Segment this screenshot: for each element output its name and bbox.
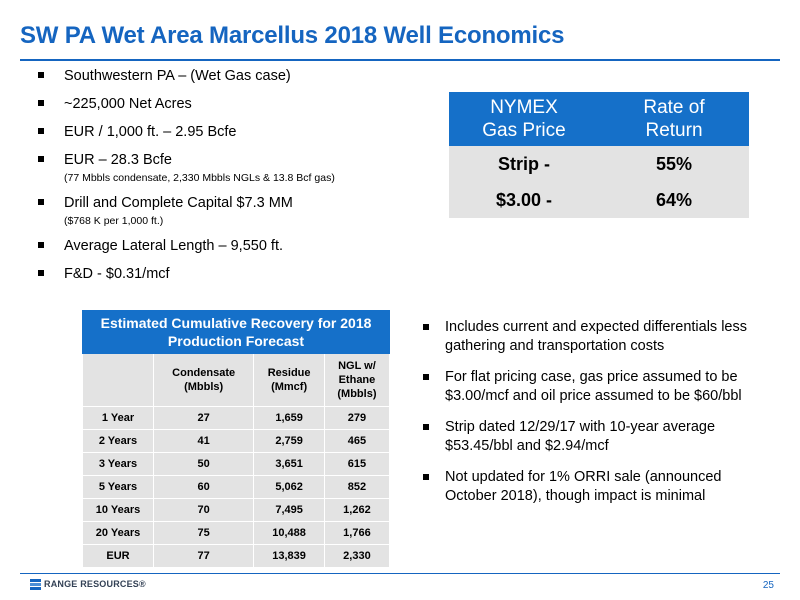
header-gas-price: NYMEX Gas Price	[449, 92, 599, 146]
bullet-icon	[423, 374, 429, 380]
page-title: SW PA Wet Area Marcellus 2018 Well Econo…	[20, 22, 565, 49]
table-cell: 1,262	[323, 498, 391, 522]
row-label: 5 Years	[82, 475, 154, 499]
bullet-text: For flat pricing case, gas price assumed…	[445, 369, 742, 404]
key-facts-list: Southwestern PA – (Wet Gas case) ~225,00…	[38, 66, 438, 284]
table-row: 20 Years 75 10,488 1,766	[82, 521, 391, 545]
bullet-text: Strip dated 12/29/17 with 10-year averag…	[445, 419, 716, 454]
table-cell: 2,330	[323, 544, 391, 568]
table-cell: 77	[152, 544, 255, 568]
table-cell: 1,659	[253, 406, 325, 430]
table-caption: Estimated Cumulative Recovery for 2018 P…	[82, 310, 390, 354]
table-cell: 75	[152, 521, 255, 545]
bullet-text: Average Lateral Length – 9,550 ft.	[64, 238, 284, 254]
table-cell: 13,839	[253, 544, 325, 568]
table-row: EUR 77 13,839 2,330	[82, 544, 391, 568]
table-cell: 2,759	[253, 429, 325, 453]
row-label: 2 Years	[82, 429, 154, 453]
bullet-icon	[38, 270, 44, 276]
row-label: EUR	[82, 544, 154, 568]
cumulative-recovery-table: Estimated Cumulative Recovery for 2018 P…	[82, 310, 391, 568]
assumptions-list: Includes current and expected differenti…	[423, 318, 763, 506]
footer-divider	[20, 573, 780, 574]
logo-text: RANGE RESOURCES®	[44, 579, 146, 589]
bullet-text: Not updated for 1% ORRI sale (announced …	[445, 469, 722, 504]
column-header-period	[82, 353, 154, 407]
table-row: 5 Years 60 5,062 852	[82, 475, 391, 499]
table-cell: 279	[323, 406, 391, 430]
table-cell: 70	[152, 498, 255, 522]
bullet-text: Southwestern PA – (Wet Gas case)	[64, 68, 291, 84]
list-item: Drill and Complete Capital $7.3 MM ($768…	[38, 193, 438, 228]
table-row: 1 Year 27 1,659 279	[82, 406, 391, 430]
table-cell: 64%	[599, 182, 749, 218]
table-cell: 5,062	[253, 475, 325, 499]
bullet-text: Drill and Complete Capital $7.3 MM	[64, 195, 293, 211]
list-item: ~225,000 Net Acres	[38, 94, 438, 114]
list-item: Not updated for 1% ORRI sale (announced …	[423, 468, 763, 506]
header-rate-of-return: Rate of Return	[599, 92, 749, 146]
row-label: 1 Year	[82, 406, 154, 430]
table-cell: 3,651	[253, 452, 325, 476]
table-cell: 41	[152, 429, 255, 453]
table-cell: 465	[323, 429, 391, 453]
bullet-icon	[38, 242, 44, 248]
table-cell: 7,495	[253, 498, 325, 522]
nymex-returns-table: NYMEX Gas Price Rate of Return Strip - 5…	[449, 92, 749, 218]
bullet-subtext: (77 Mbbls condensate, 2,330 Mbbls NGLs &…	[64, 172, 335, 184]
table-cell: 1,766	[323, 521, 391, 545]
table-row: Strip - 55%	[449, 146, 749, 182]
range-logo-icon	[30, 578, 41, 590]
list-item: Includes current and expected differenti…	[423, 318, 763, 356]
column-header-condensate: Condensate (Mbbls)	[152, 353, 255, 407]
table-row: $3.00 - 64%	[449, 182, 749, 218]
list-item: EUR / 1,000 ft. – 2.95 Bcfe	[38, 122, 438, 142]
list-item: Southwestern PA – (Wet Gas case)	[38, 66, 438, 86]
bullet-text: EUR / 1,000 ft. – 2.95 Bcfe	[64, 124, 237, 140]
column-header-residue: Residue (Mmcf)	[253, 353, 325, 407]
list-item: For flat pricing case, gas price assumed…	[423, 368, 763, 406]
row-label: 3 Years	[82, 452, 154, 476]
table-cell: 55%	[599, 146, 749, 182]
bullet-icon	[423, 424, 429, 430]
bullet-icon	[38, 128, 44, 134]
row-label: 20 Years	[82, 521, 154, 545]
table-cell: 60	[152, 475, 255, 499]
bullet-icon	[38, 156, 44, 162]
list-item: EUR – 28.3 Bcfe (77 Mbbls condensate, 2,…	[38, 150, 438, 185]
column-header-ngl: NGL w/ Ethane (Mbbls)	[323, 353, 391, 407]
bullet-icon	[38, 100, 44, 106]
table-cell: 50	[152, 452, 255, 476]
bullet-text: EUR – 28.3 Bcfe	[64, 152, 172, 168]
table-cell: Strip -	[449, 146, 599, 182]
bullet-icon	[423, 324, 429, 330]
list-item: F&D - $0.31/mcf	[38, 264, 438, 284]
page-number: 25	[762, 580, 774, 591]
bullet-text: Includes current and expected differenti…	[445, 319, 747, 354]
table-cell: $3.00 -	[449, 182, 599, 218]
list-item: Strip dated 12/29/17 with 10-year averag…	[423, 418, 763, 456]
bullet-subtext: ($768 K per 1,000 ft.)	[64, 215, 164, 227]
table-row: 2 Years 41 2,759 465	[82, 429, 391, 453]
table-cell: 27	[152, 406, 255, 430]
table-cell: 10,488	[253, 521, 325, 545]
bullet-icon	[38, 199, 44, 205]
list-item: Average Lateral Length – 9,550 ft.	[38, 236, 438, 256]
bullet-text: ~225,000 Net Acres	[64, 96, 192, 112]
bullet-icon	[38, 72, 44, 78]
table-row: 10 Years 70 7,495 1,262	[82, 498, 391, 522]
bullet-text: F&D - $0.31/mcf	[64, 266, 170, 282]
table-row: 3 Years 50 3,651 615	[82, 452, 391, 476]
table-cell: 852	[323, 475, 391, 499]
bullet-icon	[423, 474, 429, 480]
company-logo: RANGE RESOURCES®	[30, 577, 146, 591]
table-cell: 615	[323, 452, 391, 476]
row-label: 10 Years	[82, 498, 154, 522]
title-divider	[20, 59, 780, 61]
